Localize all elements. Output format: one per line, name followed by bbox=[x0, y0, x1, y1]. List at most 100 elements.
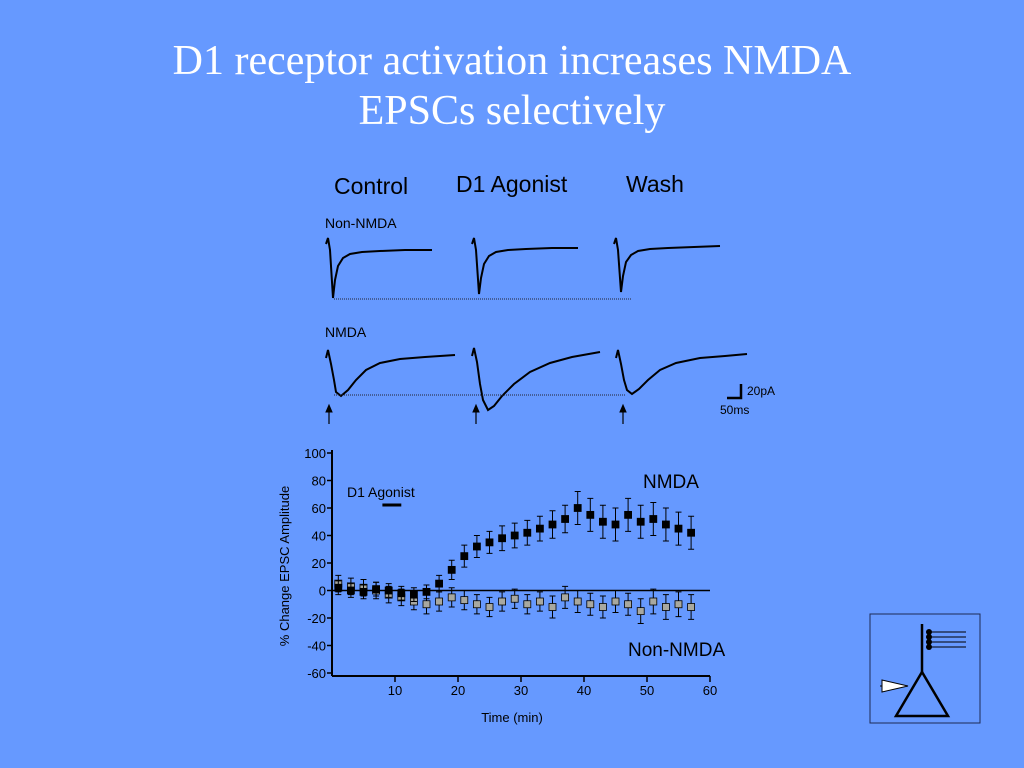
data-point bbox=[674, 600, 683, 609]
data-point bbox=[548, 603, 557, 611]
stimulus-arrow-icon bbox=[472, 403, 480, 413]
label-wash: Wash bbox=[626, 171, 684, 197]
data-point bbox=[435, 597, 444, 606]
y-tick-label: -60 bbox=[307, 666, 326, 681]
series-non-nmda bbox=[334, 574, 695, 624]
data-point bbox=[346, 586, 355, 595]
y-tick-label: 60 bbox=[312, 501, 326, 516]
afferent-lines bbox=[926, 631, 966, 648]
x-tick-label: 60 bbox=[703, 683, 717, 698]
scale-bar bbox=[727, 384, 743, 400]
y-tick-label: 40 bbox=[312, 529, 326, 544]
scale-bar-time: 50ms bbox=[720, 403, 749, 417]
title-line-1: D1 receptor activation increases NMDA bbox=[172, 38, 852, 84]
data-point bbox=[687, 528, 695, 537]
slide-title: D1 receptor activation increases NMDA EP… bbox=[0, 36, 1024, 136]
x-tick-label: 10 bbox=[388, 683, 402, 698]
data-point bbox=[460, 596, 469, 605]
data-point bbox=[447, 565, 456, 574]
time-course-plot: 100 80 60 40 20 0 -20 -40 -60 10 20 30 40 50 60 D1 Ag… bbox=[277, 446, 725, 725]
data-point bbox=[649, 515, 658, 523]
data-point bbox=[662, 603, 670, 611]
non-nmda-traces bbox=[325, 237, 721, 299]
nmda-trace-agonist bbox=[471, 347, 601, 412]
data-point bbox=[523, 528, 532, 537]
data-point bbox=[624, 510, 632, 519]
data-point bbox=[422, 587, 431, 596]
data-point bbox=[687, 603, 695, 611]
data-point bbox=[536, 524, 544, 533]
data-point bbox=[611, 597, 620, 606]
data-point bbox=[611, 520, 620, 529]
data-point bbox=[649, 597, 658, 606]
nmda-trace-control bbox=[325, 349, 456, 398]
series-nmda bbox=[334, 491, 695, 602]
data-point bbox=[334, 583, 343, 592]
data-point bbox=[636, 517, 645, 526]
data-point bbox=[674, 524, 683, 533]
nmda-trace-wash bbox=[615, 349, 748, 396]
y-tick-label: -20 bbox=[307, 611, 326, 626]
pipette-tip-icon bbox=[881, 679, 909, 693]
non-nmda-trace-wash bbox=[613, 237, 721, 293]
data-point bbox=[384, 586, 393, 595]
y-tick-label: 100 bbox=[304, 446, 326, 461]
data-point bbox=[536, 597, 544, 606]
stimulus-arrow-icon bbox=[619, 403, 627, 413]
label-nmda-row: NMDA bbox=[325, 324, 367, 340]
neuron-schematic bbox=[869, 613, 981, 724]
data-point bbox=[435, 579, 444, 588]
data-point bbox=[586, 510, 595, 519]
label-d1-agonist: D1 Agonist bbox=[456, 171, 568, 197]
data-point bbox=[485, 603, 494, 611]
neuron-icon bbox=[893, 669, 951, 718]
x-tick-label: 30 bbox=[514, 683, 528, 698]
non-nmda-trace-agonist bbox=[471, 237, 578, 295]
data-point bbox=[624, 600, 632, 609]
data-point bbox=[460, 552, 469, 561]
data-point bbox=[397, 589, 406, 598]
y-tick-label: 80 bbox=[312, 474, 326, 489]
schematic-frame bbox=[869, 613, 981, 724]
x-tick-label: 50 bbox=[640, 683, 654, 698]
data-point bbox=[372, 585, 381, 594]
data-point bbox=[599, 603, 607, 611]
synapse-dots bbox=[926, 629, 932, 650]
legend-nmda: NMDA bbox=[643, 472, 699, 493]
x-tick-label: 40 bbox=[577, 683, 591, 698]
y-tick-label: 20 bbox=[312, 556, 326, 571]
data-point bbox=[510, 594, 519, 603]
x-axis-label: Time (min) bbox=[481, 710, 543, 725]
y-tick-label: -40 bbox=[307, 639, 326, 654]
data-point bbox=[485, 538, 494, 547]
data-point bbox=[447, 593, 456, 602]
label-non-nmda-row: Non-NMDA bbox=[325, 215, 397, 231]
data-point bbox=[561, 515, 569, 523]
legend-non-nmda: Non-NMDA bbox=[628, 640, 725, 661]
data-point bbox=[636, 607, 645, 616]
data-point bbox=[498, 534, 507, 543]
data-point bbox=[586, 600, 595, 609]
data-point bbox=[523, 600, 532, 609]
data-point bbox=[510, 531, 519, 540]
y-axis-label: % Change EPSC Amplitude bbox=[277, 486, 292, 646]
data-point bbox=[422, 600, 431, 609]
stimulus-arrows bbox=[325, 403, 627, 424]
nmda-traces bbox=[325, 347, 748, 412]
data-point bbox=[599, 517, 607, 526]
x-tick-label: 20 bbox=[451, 683, 465, 698]
data-point bbox=[662, 520, 670, 529]
data-point bbox=[409, 590, 418, 599]
title-line-2: EPSCs selectively bbox=[358, 88, 666, 134]
data-point bbox=[359, 587, 368, 596]
data-point bbox=[561, 593, 569, 602]
stimulus-arrow-icon bbox=[325, 403, 333, 413]
y-tick-label: 0 bbox=[319, 584, 326, 599]
scale-bar-current: 20pA bbox=[747, 384, 775, 398]
data-point bbox=[498, 597, 507, 606]
non-nmda-trace-control bbox=[325, 237, 432, 299]
data-point bbox=[472, 542, 481, 551]
agonist-annotation: D1 Agonist bbox=[347, 484, 415, 500]
data-point bbox=[573, 504, 582, 512]
